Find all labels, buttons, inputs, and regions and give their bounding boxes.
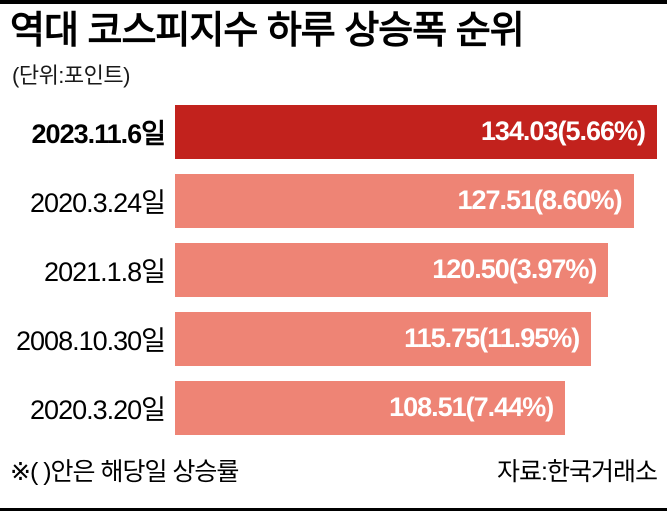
value-label: 108.51(7.44%) [389,392,554,423]
bar-track: 127.51(8.60%) [175,173,657,228]
bottom-divider [0,508,667,511]
category-label: 2023.11.6일 [31,119,166,150]
bar-track: 115.75(11.95%) [175,311,657,366]
bar-row: 2023.11.6일 134.03(5.66%) [10,104,657,159]
bar-track: 134.03(5.66%) [175,104,657,159]
value-label: 127.51(8.60%) [457,185,622,216]
chart-title: 역대 코스피지수 하루 상승폭 순위 [10,10,525,52]
bar-track: 108.51(7.44%) [175,380,657,435]
bar-chart: 2023.11.6일 134.03(5.66%) 2020.3.24일 127.… [10,104,657,435]
bar-row: 2020.3.20일 108.51(7.44%) [10,380,657,435]
value-label: 115.75(11.95%) [404,323,580,354]
category-label: 2020.3.20일 [30,395,166,426]
bar-row: 2020.3.24일 127.51(8.60%) [10,173,657,228]
footer: ※( )안은 해당일 상승률 자료:한국거래소 [10,452,658,488]
source-label: 자료:한국거래소 [497,457,658,486]
bar: 134.03(5.66%) [175,104,657,159]
value-label: 134.03(5.66%) [480,116,646,147]
category-label: 2008.10.30일 [16,326,166,357]
footnote: ※( )안은 해당일 상승률 [10,457,239,486]
bar: 127.51(8.60%) [175,173,634,228]
unit-label: (단위:포인트) [12,62,130,88]
category-label: 2020.3.24일 [30,188,166,219]
category-label: 2021.1.8일 [44,257,166,288]
top-divider [0,0,667,4]
bar: 115.75(11.95%) [175,311,592,366]
bar: 108.51(7.44%) [175,380,566,435]
bar-row: 2021.1.8일 120.50(3.97%) [10,242,657,297]
value-label: 120.50(3.97%) [432,254,597,285]
bar: 120.50(3.97%) [175,242,609,297]
bar-track: 120.50(3.97%) [175,242,657,297]
bar-row: 2008.10.30일 115.75(11.95%) [10,311,657,366]
